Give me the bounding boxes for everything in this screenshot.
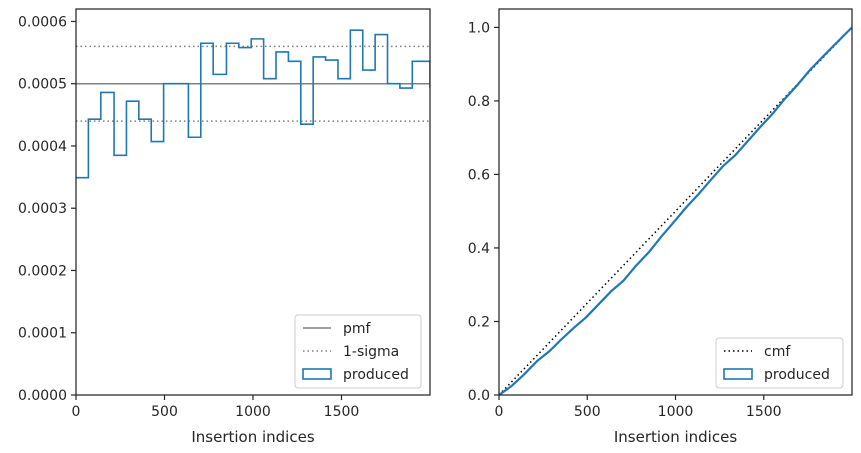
legend: pmf 1-sigma produced bbox=[294, 314, 422, 389]
x-tick-label: 0 bbox=[495, 404, 504, 420]
x-tick-label: 1000 bbox=[658, 404, 694, 420]
series-produced-step bbox=[76, 29, 430, 179]
legend-handle-produced bbox=[302, 368, 332, 380]
axes-frame bbox=[498, 8, 853, 396]
x-tick-label: 1000 bbox=[235, 404, 271, 420]
legend-label-produced: produced bbox=[764, 367, 830, 383]
legend-label-1-sigma: 1-sigma bbox=[343, 344, 399, 360]
x-axis-label: Insertion indices bbox=[191, 428, 314, 446]
plot-area bbox=[76, 29, 430, 179]
y-tick-label: 0.0006 bbox=[18, 14, 67, 30]
x-tick-label: 1500 bbox=[746, 404, 782, 420]
x-tick-label: 500 bbox=[151, 404, 178, 420]
y-tick-label: 0.0003 bbox=[18, 201, 67, 217]
legend: cmf produced bbox=[715, 337, 844, 389]
series-produced-line bbox=[499, 26, 852, 395]
y-tick-label: 0.0000 bbox=[18, 388, 67, 404]
y-tick-label: 0.8 bbox=[468, 94, 490, 110]
left-panel-pmf: 0 500 1000 1500 0.0000 0.0001 0.0002 0.0003 0.00… bbox=[18, 8, 431, 446]
y-tick-label: 0.6 bbox=[468, 167, 490, 183]
y-tick-label: 0.2 bbox=[468, 314, 490, 330]
legend-handle-produced bbox=[723, 368, 753, 380]
x-tick-label: 0 bbox=[72, 404, 81, 420]
plot-area bbox=[499, 26, 852, 395]
legend-label-cmf: cmf bbox=[764, 344, 791, 360]
x-tick-label: 1500 bbox=[324, 404, 360, 420]
legend-label-pmf: pmf bbox=[343, 321, 372, 337]
x-tick-label: 500 bbox=[574, 404, 601, 420]
y-tick-label: 0.0004 bbox=[18, 139, 67, 155]
y-tick-label: 0.0005 bbox=[18, 77, 67, 93]
x-axis-label: Insertion indices bbox=[614, 428, 737, 446]
legend-label-produced: produced bbox=[343, 367, 409, 383]
y-tick-label: 0.0 bbox=[468, 388, 490, 404]
y-tick-label: 0.0001 bbox=[18, 326, 67, 342]
y-tick-label: 0.4 bbox=[468, 241, 490, 257]
y-tick-label: 1.0 bbox=[468, 20, 490, 36]
right-panel-cmf: 0 500 1000 1500 0.0 0.2 0.4 0.6 0.8 1.0 Insertion … bbox=[468, 8, 853, 446]
y-tick-label: 0.0002 bbox=[18, 263, 67, 279]
